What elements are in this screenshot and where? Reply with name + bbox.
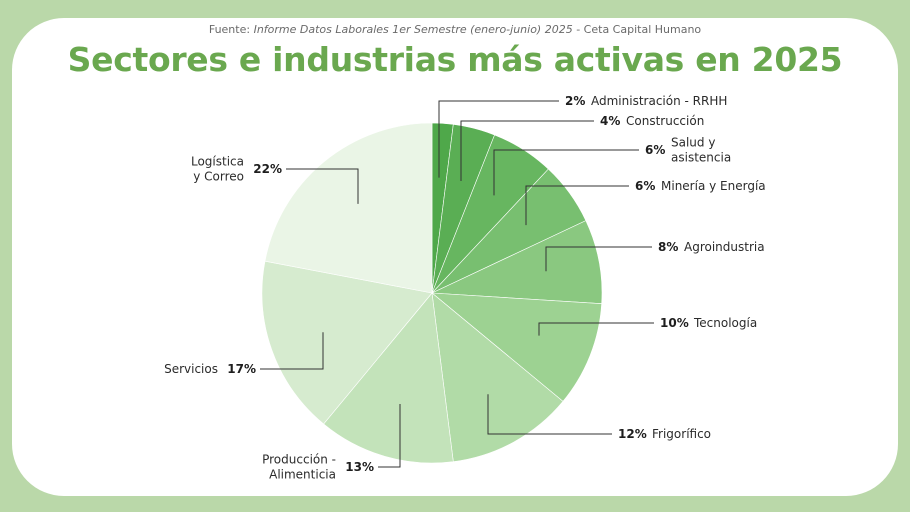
slice-category-label-0: Administración - RRHH (591, 94, 727, 108)
pie-slice-6 (431, 292, 564, 462)
slice-category-label-3: Minería y Energía (661, 179, 766, 193)
source-note: Fuente: Informe Datos Laborales 1er Seme… (0, 23, 910, 36)
leader-line-1 (460, 120, 594, 181)
leader-line-8 (260, 332, 324, 370)
leader-line-9 (286, 168, 359, 204)
slice-category-label-4: Agroindustria (684, 240, 765, 254)
slice-pct-label-4: 8% (658, 240, 678, 254)
pie-slices (261, 122, 603, 464)
slice-category-label-5: Tecnología (693, 316, 757, 330)
leader-line-0 (438, 100, 559, 178)
slice-pct-label-2: 6% (645, 143, 665, 157)
slice-pct-label-8: 17% (227, 362, 256, 376)
leader-line-6 (487, 394, 612, 435)
pie-labels: 2% Administración - RRHH 4% Construcción 6% S… (164, 94, 766, 482)
slice-pct-label-9: 22% (253, 162, 282, 176)
slice-category-label-9: Logística y Correo (191, 155, 244, 184)
pie-slice-8 (261, 260, 433, 425)
chart-title: Sectores e industrias más activas en 202… (67, 40, 843, 79)
slice-category-label-2: Salud y asistencia (671, 136, 731, 165)
slice-pct-label-5: 10% (660, 316, 689, 330)
source-prefix: Fuente: (208, 23, 254, 36)
leader-line-2 (493, 149, 639, 196)
source-report-name: Informe Datos Laborales 1er Semestre (en… (253, 23, 573, 36)
pie-slice-9 (264, 122, 433, 294)
leader-line-4 (545, 246, 652, 272)
slice-category-label-8: Servicios (164, 362, 218, 376)
slice-pct-label-0: 2% (565, 94, 585, 108)
slice-pct-label-6: 12% (618, 427, 647, 441)
leader-line-5 (538, 322, 654, 336)
leader-line-7 (378, 404, 401, 468)
slice-pct-label-7: 13% (345, 460, 374, 474)
pie-slice-7 (323, 292, 454, 464)
slice-category-label-7: Producción -Alimenticia (262, 453, 336, 482)
source-suffix: - Ceta Capital Humano (572, 23, 702, 36)
slice-category-label-6: Frigorífico (652, 427, 711, 441)
pie-slice-5 (431, 292, 602, 402)
slice-pct-label-3: 6% (635, 179, 655, 193)
leader-line-3 (525, 185, 629, 226)
slice-category-label-1: Construcción (626, 114, 704, 128)
slice-pct-label-1: 4% (600, 114, 620, 128)
